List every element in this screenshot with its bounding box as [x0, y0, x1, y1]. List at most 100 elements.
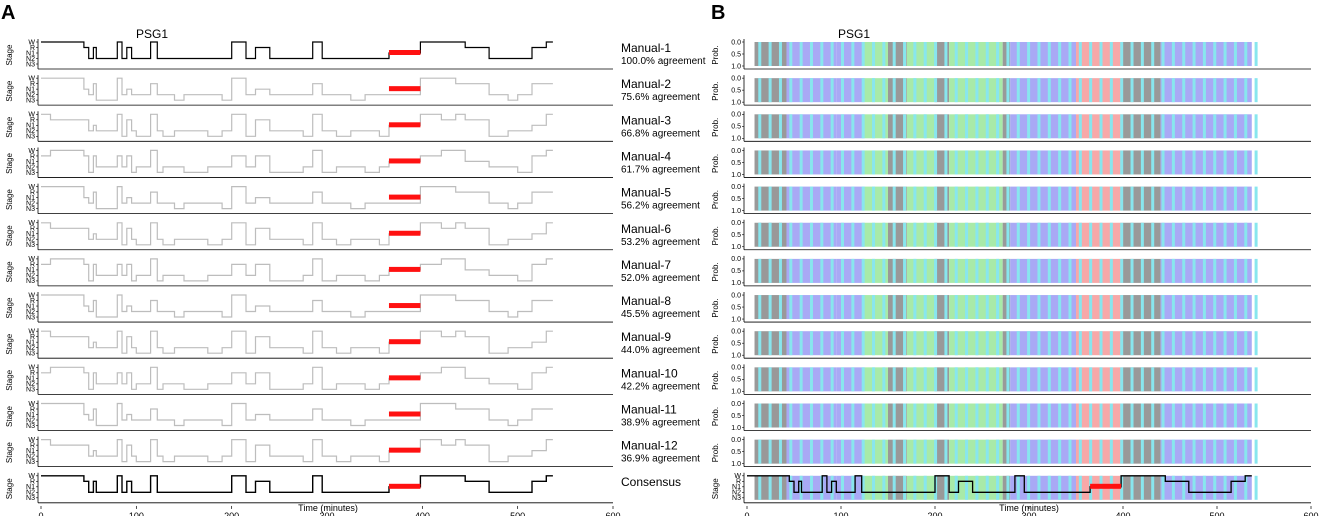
probability-band-n2: [836, 475, 865, 500]
hypnogram-line: [41, 113, 553, 137]
probability-band-n1: [1171, 150, 1175, 175]
probability-band-n1: [841, 367, 844, 392]
probability-band-n1: [1244, 150, 1248, 175]
probability-band-n1: [1244, 222, 1248, 247]
probability-band-n1: [830, 222, 834, 247]
probability-band-n1: [934, 78, 938, 103]
probability-band-n1: [861, 367, 865, 392]
probability-band-n3: [864, 475, 888, 500]
probability-band-n1: [758, 114, 762, 139]
hypnogram-line: [41, 402, 553, 427]
probability-band-n1: [1016, 186, 1020, 211]
panel-a-y-tick-label: W: [28, 292, 35, 299]
probability-band-n1: [1140, 331, 1144, 356]
probability-band-n1: [944, 367, 948, 392]
probability-band-n1: [1058, 367, 1062, 392]
probability-band-n1: [1089, 295, 1093, 320]
panel-b-y-tick-label: N3: [732, 495, 741, 502]
row-label-name: Manual-4: [621, 149, 671, 163]
probability-band-n1: [934, 186, 938, 211]
probability-band-n1: [1058, 114, 1062, 139]
row-label-agreement: 61.7% agreement: [621, 164, 700, 175]
probability-band-n1: [975, 150, 979, 175]
panel-b-y-tick-label: 0.0: [731, 329, 741, 336]
probability-band-n1: [789, 295, 793, 320]
probability-band-n1: [830, 258, 834, 283]
probability-band-n1: [1078, 258, 1082, 283]
probability-band-n1: [1006, 295, 1010, 320]
probability-band-n1: [861, 475, 865, 500]
panel-b-x-axis-tick-label: 0: [744, 511, 749, 516]
panel-a-y-axis-label: Stage: [5, 478, 14, 499]
probability-band-n1: [1192, 78, 1196, 103]
probability-band-n1: [1192, 295, 1196, 320]
probability-band-n1: [778, 439, 782, 464]
panel-b-y-axis-label: Prob.: [711, 154, 720, 173]
probability-band-n1: [861, 42, 865, 66]
probability-band-n1: [830, 42, 834, 66]
probability-band-n1: [758, 186, 762, 211]
probability-band-n1: [1047, 403, 1051, 428]
panel-a: WRN1N2N3StageWRN1N2N3StageWRN1N2N3StageW…: [5, 39, 621, 516]
probability-band-n1: [1027, 295, 1031, 320]
probability-band-n1: [923, 475, 927, 500]
probability-band-n1: [882, 186, 886, 211]
panel-a-y-tick-label: R: [30, 262, 35, 269]
probability-band-n1: [841, 331, 844, 356]
probability-band-n1: [1244, 475, 1248, 500]
probability-band-n1: [1109, 403, 1113, 428]
hypnogram-line: [41, 186, 553, 210]
probability-band-n1: [1151, 367, 1155, 392]
probability-band-n1: [944, 186, 948, 211]
panel-b-y-tick-label: 0.5: [731, 160, 741, 167]
probability-band-n2: [836, 403, 865, 428]
probability-band-n1: [1130, 295, 1134, 320]
probability-band-n1: [768, 150, 772, 175]
probability-band-n1: [1047, 186, 1051, 211]
probability-band-n1: [913, 186, 917, 211]
probability-band-n1: [954, 114, 958, 139]
probability-band-n1: [1182, 403, 1186, 428]
probability-band-n1: [1213, 186, 1217, 211]
panel-a-y-axis-label: Stage: [5, 225, 14, 246]
probability-band-n1: [996, 186, 1000, 211]
probability-band-n3: [864, 331, 888, 356]
probability-band-n1: [778, 367, 782, 392]
probability-band-n1: [934, 222, 938, 247]
probability-band-n1: [1068, 475, 1072, 500]
probability-band-n1: [954, 150, 958, 175]
probability-band-n1: [954, 258, 958, 283]
probability-band-n1: [1244, 367, 1248, 392]
probability-band-n1: [1202, 439, 1206, 464]
probability-band-n1: [1047, 475, 1051, 500]
probability-band-n1: [903, 295, 907, 320]
probability-band-n1: [861, 78, 865, 103]
probability-band-n1: [872, 331, 876, 356]
probability-band-n1: [1140, 42, 1144, 66]
hypnogram-line: [41, 222, 553, 246]
probability-band-n1: [985, 258, 989, 283]
probability-band-n1: [1192, 367, 1196, 392]
probability-band-n1: [809, 186, 813, 211]
row-label-agreement: 56.2% agreement: [621, 201, 700, 212]
probability-band-n1: [1223, 367, 1227, 392]
probability-band-n1: [768, 403, 772, 428]
probability-band-n1: [861, 258, 865, 283]
row-label-agreement: 44.0% agreement: [621, 345, 700, 356]
probability-band-n1: [799, 439, 803, 464]
probability-band-n3: [864, 403, 888, 428]
probability-band-n1: [1109, 222, 1113, 247]
probability-band-n1: [1099, 403, 1103, 428]
panel-a-y-tick-label: R: [30, 226, 35, 233]
probability-band-n1: [1109, 295, 1113, 320]
probability-band-n1: [1223, 114, 1227, 139]
probability-band-n1: [1078, 295, 1082, 320]
panel-b-x-axis-tick-label: 400: [1115, 511, 1130, 516]
probability-band-n1: [1120, 475, 1124, 500]
probability-band-n1: [830, 331, 834, 356]
probability-band-n1: [965, 258, 969, 283]
probability-band-n1: [1140, 186, 1144, 211]
panel-b-y-tick-label: N2: [732, 490, 741, 497]
probability-band-n1: [1151, 78, 1155, 103]
probability-band-n1: [1109, 331, 1113, 356]
